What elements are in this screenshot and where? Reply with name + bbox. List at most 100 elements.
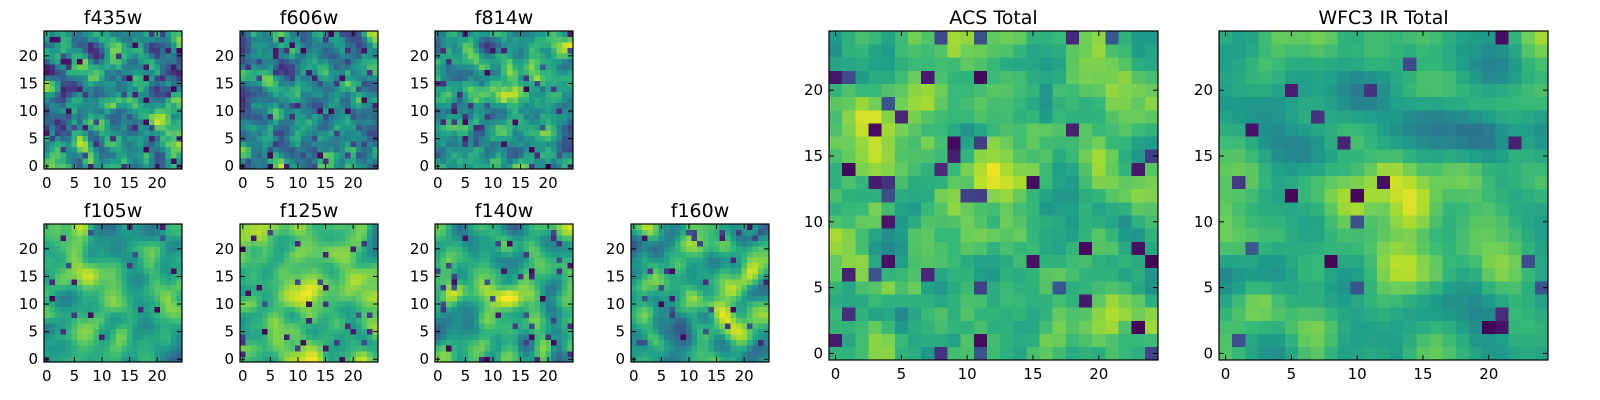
heatmap-cell bbox=[561, 350, 568, 357]
heatmap-cell bbox=[545, 295, 552, 302]
heatmap-cell bbox=[501, 130, 508, 137]
heatmap-cell bbox=[170, 235, 177, 241]
heatmap-cell bbox=[1118, 333, 1132, 348]
heatmap-cell bbox=[724, 328, 731, 335]
x-tick-label: 5 bbox=[657, 367, 667, 385]
heatmap-cell bbox=[366, 240, 373, 247]
heatmap-cell bbox=[746, 279, 753, 286]
heatmap-cell bbox=[88, 86, 94, 93]
heatmap-cell bbox=[361, 323, 368, 330]
heatmap-cell bbox=[960, 281, 975, 295]
heatmap-cell bbox=[457, 273, 463, 280]
heatmap-cell bbox=[82, 31, 89, 37]
heatmap-cell bbox=[512, 157, 519, 164]
heatmap-cell bbox=[355, 130, 362, 137]
heatmap-cell bbox=[245, 53, 252, 59]
heatmap-cell bbox=[1065, 294, 1080, 308]
heatmap-cell bbox=[675, 323, 681, 330]
heatmap-cell bbox=[1039, 215, 1054, 229]
heatmap-cell bbox=[99, 268, 106, 274]
heatmap-cell bbox=[154, 135, 161, 142]
heatmap-cell bbox=[328, 152, 335, 159]
heatmap-cell bbox=[176, 69, 183, 76]
heatmap-cell bbox=[539, 102, 546, 109]
heatmap-cell bbox=[473, 268, 480, 274]
heatmap-cell bbox=[126, 339, 133, 346]
heatmap-cell bbox=[1144, 188, 1159, 203]
heatmap-cell bbox=[473, 130, 480, 137]
heatmap-cell bbox=[289, 356, 296, 363]
heatmap-cell bbox=[528, 31, 535, 37]
heatmap-cell bbox=[176, 262, 183, 269]
heatmap-cell bbox=[82, 257, 89, 263]
heatmap-cell bbox=[355, 290, 362, 297]
heatmap-cell bbox=[506, 356, 513, 363]
heatmap-cell bbox=[278, 42, 285, 48]
heatmap-cell bbox=[501, 295, 508, 302]
heatmap-cell bbox=[295, 130, 302, 137]
heatmap-cell bbox=[267, 69, 274, 76]
heatmap-cell bbox=[446, 317, 452, 324]
heatmap-cell bbox=[350, 102, 357, 109]
heatmap-cell bbox=[355, 124, 362, 131]
heatmap-cell bbox=[457, 135, 463, 142]
heatmap-cell bbox=[561, 86, 568, 93]
heatmap-cell bbox=[273, 273, 279, 280]
heatmap-cell bbox=[104, 36, 111, 43]
heatmap-cell bbox=[484, 229, 491, 236]
heatmap-cell bbox=[669, 301, 676, 308]
heatmap-cell bbox=[372, 42, 379, 48]
heatmap-cell bbox=[115, 328, 122, 335]
heatmap-cell bbox=[479, 42, 485, 48]
heatmap-cell bbox=[372, 279, 379, 286]
heatmap-cell bbox=[495, 36, 502, 43]
heatmap-cell bbox=[468, 262, 474, 269]
heatmap-cell bbox=[55, 163, 61, 170]
heatmap-cell bbox=[468, 36, 474, 43]
heatmap-cell bbox=[77, 80, 83, 87]
heatmap-cell bbox=[333, 240, 340, 247]
heatmap-cell bbox=[490, 334, 497, 341]
heatmap-cell bbox=[148, 36, 155, 43]
heatmap-cell bbox=[44, 86, 50, 93]
heatmap-cell bbox=[451, 262, 458, 269]
heatmap-cell bbox=[267, 113, 274, 120]
heatmap-cell bbox=[550, 152, 557, 159]
heatmap-cell bbox=[115, 268, 122, 274]
heatmap-cell bbox=[344, 246, 351, 252]
heatmap-cell bbox=[55, 113, 61, 120]
heatmap-cell bbox=[154, 273, 161, 280]
heatmap-cell bbox=[176, 268, 183, 274]
heatmap-cell bbox=[973, 241, 988, 256]
heatmap-cell bbox=[55, 108, 61, 115]
heatmap-cell bbox=[561, 224, 568, 230]
heatmap-cell bbox=[88, 119, 94, 126]
heatmap-cell bbox=[132, 290, 139, 297]
heatmap-cell bbox=[165, 350, 172, 357]
heatmap-cell bbox=[669, 317, 676, 324]
heatmap-cell bbox=[556, 130, 563, 137]
heatmap-cell bbox=[545, 36, 552, 43]
heatmap-cell bbox=[82, 75, 89, 81]
heatmap-cell bbox=[669, 350, 676, 357]
heatmap-cell bbox=[344, 141, 351, 148]
heatmap-cell bbox=[66, 157, 72, 164]
heatmap-cell bbox=[82, 152, 89, 159]
heatmap-cell bbox=[636, 317, 643, 324]
heatmap-cell bbox=[132, 306, 139, 313]
heatmap-cell bbox=[479, 146, 485, 153]
heatmap-cell bbox=[143, 306, 150, 313]
heatmap-cell bbox=[702, 246, 709, 252]
heatmap-cell bbox=[137, 301, 144, 308]
heatmap-cell bbox=[44, 279, 50, 286]
heatmap-cell bbox=[165, 262, 172, 269]
heatmap-cell bbox=[664, 262, 670, 269]
heatmap-cell bbox=[121, 36, 128, 43]
heatmap-cell bbox=[490, 240, 497, 247]
heatmap-cell bbox=[506, 102, 513, 109]
heatmap-cell bbox=[159, 229, 166, 236]
heatmap-cell bbox=[484, 119, 491, 126]
heatmap-cell bbox=[77, 75, 83, 81]
panel-title: f435w bbox=[84, 7, 143, 29]
heatmap-cell bbox=[121, 108, 128, 115]
